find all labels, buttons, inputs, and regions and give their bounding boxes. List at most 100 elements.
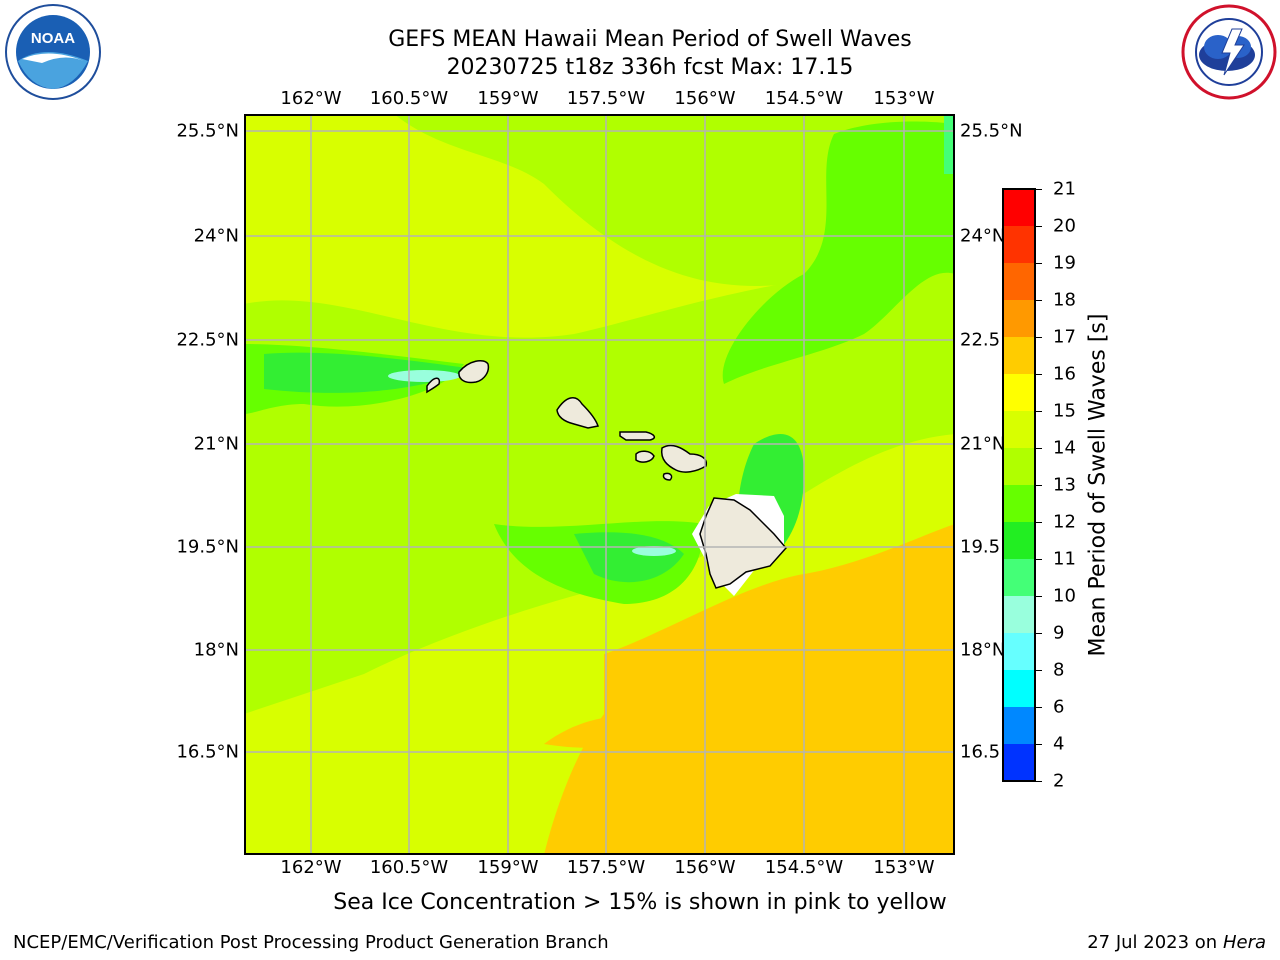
- colorbar-tick-mark: [1036, 522, 1042, 523]
- island-hawaii: [699, 497, 787, 589]
- field-11s-kauai: [264, 352, 474, 393]
- colorbar-tick-label: 19: [1053, 252, 1076, 274]
- lat-tick-left: 25.5°N: [176, 120, 239, 142]
- field-12s-ne: [722, 121, 954, 384]
- field-11s-lee: [574, 532, 684, 583]
- lon-tick-bottom: 157.5°W: [566, 857, 646, 878]
- field-9s-lee: [632, 546, 676, 556]
- swell-period-map: [244, 114, 955, 855]
- lon-tick-top: 162°W: [280, 88, 342, 109]
- lat-tick-right: 21°N: [960, 433, 1006, 455]
- colorbar-tick-mark: [1036, 189, 1042, 190]
- nws-logo: [1181, 4, 1277, 100]
- colorbar-swatch: [1003, 374, 1035, 412]
- noaa-logo: NOAA: [5, 4, 101, 100]
- colorbar-swatch: [1003, 670, 1035, 708]
- island-molokai: [619, 431, 656, 441]
- colorbar-tick-mark: [1036, 744, 1042, 745]
- lat-tick-left: 24°N: [193, 225, 239, 247]
- colorbar-tick-label: 9: [1053, 622, 1065, 644]
- field-10s-corner: [944, 115, 954, 174]
- lon-tick-bottom: 154.5°W: [764, 857, 844, 878]
- colorbar-tick-label: 11: [1053, 548, 1076, 570]
- colorbar-tick-mark: [1036, 670, 1042, 671]
- colorbar-swatch: [1003, 337, 1035, 375]
- colorbar-tick-label: 13: [1053, 474, 1076, 496]
- footer-date: 27 Jul 2023 on Hera: [1087, 932, 1266, 953]
- lat-tick-right: 25.5°N: [960, 120, 1023, 142]
- lat-tick-right: 19.5: [960, 536, 1001, 558]
- lat-tick-left: 16.5°N: [176, 741, 239, 763]
- lat-tick-right: 22.5: [960, 329, 1001, 351]
- colorbar-tick-mark: [1036, 707, 1042, 708]
- colorbar-tick-mark: [1036, 633, 1042, 634]
- colorbar-frame: [1002, 188, 1036, 782]
- map-frame: [244, 114, 955, 855]
- colorbar-tick-mark: [1036, 559, 1042, 560]
- colorbar-swatch: [1003, 300, 1035, 338]
- colorbar-swatch: [1003, 559, 1035, 597]
- colorbar-tick-label: 2: [1053, 770, 1065, 792]
- colorbar-tick-label: 6: [1053, 696, 1065, 718]
- colorbar-tick-mark: [1036, 596, 1042, 597]
- lon-tick-top: 159°W: [477, 88, 539, 109]
- colorbar-swatch: [1003, 189, 1035, 227]
- footer-credit: NCEP/EMC/Verification Post Processing Pr…: [13, 932, 609, 953]
- lon-tick-bottom: 162°W: [280, 857, 342, 878]
- island-niihau: [426, 377, 441, 394]
- island-oahu: [556, 397, 599, 429]
- colorbar-tick-label: 8: [1053, 659, 1065, 681]
- lat-tick-right: 24°N: [960, 225, 1006, 247]
- island-kahoolawe: [662, 472, 673, 481]
- colorbar-swatch: [1003, 707, 1035, 745]
- lon-tick-top: 153°W: [873, 88, 935, 109]
- island-lanai: [635, 450, 655, 463]
- colorbar-tick-mark: [1036, 226, 1042, 227]
- lon-tick-bottom: 160.5°W: [369, 857, 449, 878]
- colorbar-tick-label: 15: [1053, 400, 1076, 422]
- colorbar-swatch: [1003, 596, 1035, 634]
- lat-tick-right: 18°N: [960, 639, 1006, 661]
- colorbar-swatch: [1003, 411, 1035, 449]
- colorbar-swatch: [1003, 226, 1035, 264]
- field-16s-se: [544, 524, 954, 854]
- lon-tick-top: 154.5°W: [764, 88, 844, 109]
- lon-tick-bottom: 159°W: [477, 857, 539, 878]
- field-9s-kauai: [388, 370, 460, 382]
- colorbar-tick-mark: [1036, 337, 1042, 338]
- map-title: GEFS MEAN Hawaii Mean Period of Swell Wa…: [388, 27, 912, 52]
- colorbar-tick-mark: [1036, 448, 1042, 449]
- colorbar-tick-label: 4: [1053, 733, 1065, 755]
- lat-tick-left: 18°N: [193, 639, 239, 661]
- colorbar-tick-mark: [1036, 300, 1042, 301]
- island-maui: [660, 444, 708, 473]
- colorbar-tick-label: 14: [1053, 437, 1076, 459]
- field-16s-patch: [544, 714, 664, 748]
- colorbar-tick-mark: [1036, 485, 1042, 486]
- colorbar-swatch: [1003, 448, 1035, 486]
- colorbar-tick-mark: [1036, 411, 1042, 412]
- svg-text:NOAA: NOAA: [31, 30, 75, 47]
- field-13s-north: [395, 115, 954, 286]
- lat-tick-left: 21°N: [193, 433, 239, 455]
- lon-tick-bottom: 156°W: [674, 857, 736, 878]
- footer-machine: Hera: [1222, 932, 1266, 953]
- island-kauai: [458, 359, 490, 384]
- colorbar-tick-label: 16: [1053, 363, 1076, 385]
- colorbar: [1002, 188, 1036, 782]
- colorbar-tick-mark: [1036, 781, 1042, 782]
- colorbar-swatch: [1003, 485, 1035, 523]
- colorbar-tick-label: 20: [1053, 215, 1076, 237]
- colorbar-tick-mark: [1036, 263, 1042, 264]
- colorbar-tick-mark: [1036, 374, 1042, 375]
- lon-tick-top: 160.5°W: [369, 88, 449, 109]
- lat-tick-left: 22.5°N: [176, 329, 239, 351]
- lon-tick-bottom: 153°W: [873, 857, 935, 878]
- colorbar-tick-label: 12: [1053, 511, 1076, 533]
- colorbar-swatch: [1003, 633, 1035, 671]
- colorbar-swatch: [1003, 522, 1035, 560]
- footer-date-text: 27 Jul 2023 on: [1087, 932, 1218, 953]
- sea-ice-caption: Sea Ice Concentration > 15% is shown in …: [333, 890, 947, 915]
- lon-tick-top: 156°W: [674, 88, 736, 109]
- colorbar-tick-label: 18: [1053, 289, 1076, 311]
